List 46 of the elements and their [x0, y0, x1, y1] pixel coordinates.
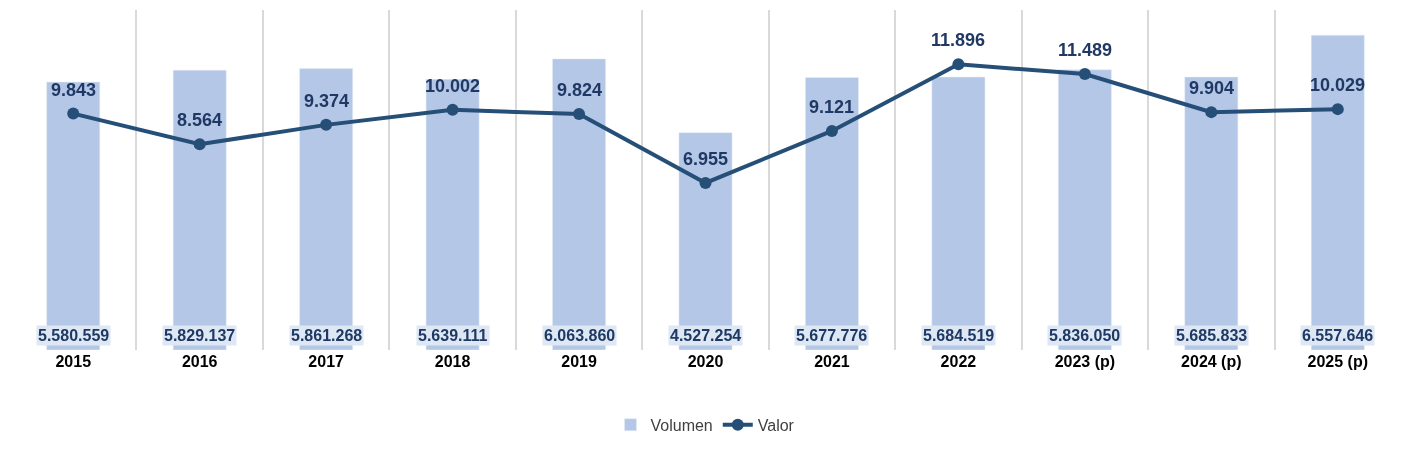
- point: [573, 108, 586, 121]
- x-tick-label: 2020: [687, 353, 724, 370]
- point: [1078, 68, 1091, 81]
- point: [67, 107, 80, 120]
- x-tick-label: 2019: [561, 353, 597, 370]
- data-label: 9.904: [1189, 78, 1235, 98]
- data-label: 10.029: [1310, 75, 1366, 95]
- legend-label: Valor: [757, 416, 795, 434]
- data-label: 8.564: [177, 110, 223, 130]
- x-tick-label: 2025 (p): [1307, 353, 1368, 370]
- x-tick-label: 2023 (p): [1054, 353, 1116, 370]
- point: [193, 138, 206, 151]
- point: [320, 118, 333, 131]
- data-label: 5.677.776: [796, 327, 868, 344]
- x-tick-label: 2017: [308, 353, 345, 370]
- data-label: 5.639.111: [418, 327, 488, 344]
- data-label: 5.684.519: [923, 327, 995, 344]
- data-label: 4.527.254: [670, 327, 742, 344]
- x-tick-label: 2016: [181, 353, 218, 370]
- point: [699, 176, 712, 189]
- data-label: 10.002: [425, 76, 481, 96]
- data-label: 5.829.137: [164, 327, 236, 344]
- data-label: 5.836.050: [1049, 327, 1121, 344]
- x-tick-label: 2018: [434, 353, 471, 370]
- x-tick-label: 2022: [940, 353, 977, 370]
- data-label: 6.557.646: [1302, 327, 1374, 344]
- data-label: 9.374: [304, 91, 350, 111]
- x-tick-label: 2015: [55, 353, 92, 370]
- data-label: 5.580.559: [38, 327, 110, 344]
- x-tick-label: 2021: [814, 353, 850, 370]
- data-label: 11.896: [931, 30, 986, 50]
- point: [446, 103, 459, 116]
- point: [825, 124, 838, 137]
- data-label: 5.685.833: [1176, 327, 1248, 344]
- data-label: 6.063.860: [544, 327, 616, 344]
- data-label: 11.489: [1058, 40, 1113, 60]
- point: [1331, 103, 1344, 116]
- data-label: 9.824: [557, 80, 603, 100]
- data-label: 9.121: [809, 97, 855, 117]
- data-label: 9.843: [51, 80, 97, 100]
- point: [1205, 106, 1218, 119]
- x-tick-label: 2024 (p): [1181, 353, 1242, 370]
- data-label: 6.955: [683, 149, 729, 169]
- legend-label: Volumen: [650, 416, 713, 434]
- data-label: 5.861.268: [291, 327, 363, 344]
- point: [952, 58, 965, 71]
